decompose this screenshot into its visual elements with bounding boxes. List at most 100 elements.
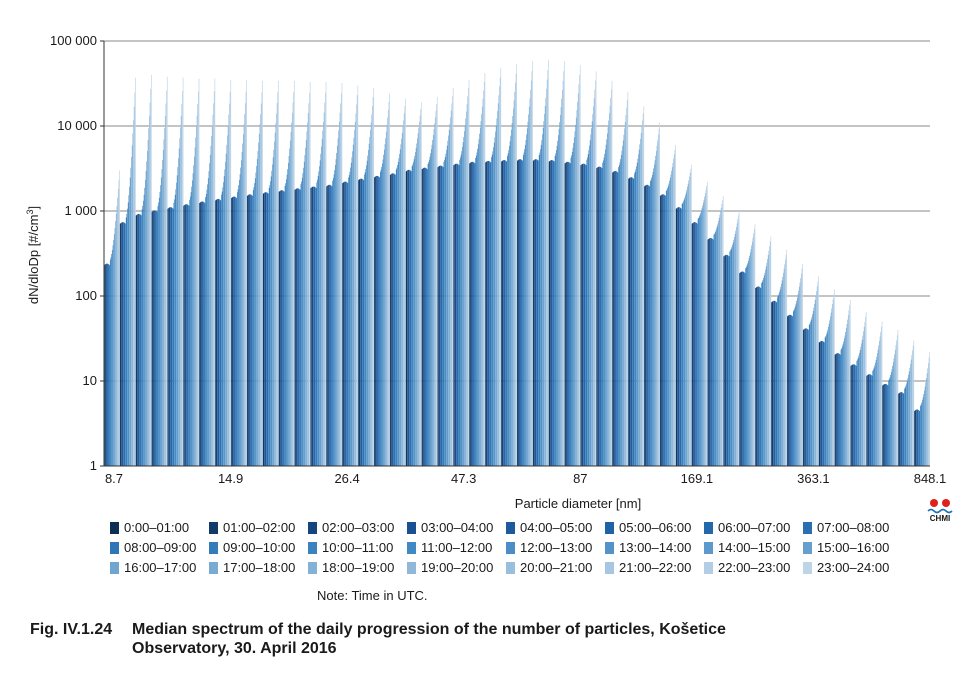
bar	[105, 263, 107, 466]
bar	[312, 186, 314, 467]
bar	[522, 160, 523, 466]
bar	[869, 374, 871, 466]
bar	[862, 335, 864, 466]
bar	[657, 140, 658, 466]
bar	[292, 102, 294, 467]
bar	[885, 383, 887, 466]
bar	[286, 179, 287, 466]
size-bin-536.8	[834, 299, 851, 466]
bar	[907, 378, 909, 466]
bar	[727, 255, 729, 466]
bar	[731, 247, 733, 466]
bar	[421, 102, 422, 466]
bar	[389, 93, 390, 467]
bar	[223, 182, 224, 466]
bar	[324, 102, 326, 467]
bar	[462, 142, 464, 466]
bar	[777, 297, 778, 466]
bar	[112, 245, 114, 466]
bar	[448, 135, 449, 466]
legend-item: 19:00–20:00	[407, 559, 506, 576]
bar	[297, 188, 299, 466]
size-bin-47.3	[405, 102, 422, 467]
bar	[452, 87, 454, 467]
bar	[258, 133, 260, 466]
bar	[320, 153, 322, 466]
bar	[618, 165, 620, 466]
bar	[649, 186, 651, 466]
bar	[492, 151, 494, 466]
bar	[432, 134, 434, 466]
bar	[765, 266, 767, 466]
bar	[466, 111, 467, 466]
bar	[352, 144, 354, 467]
bar	[395, 174, 396, 466]
size-bin-286.8	[723, 211, 740, 466]
bar	[129, 177, 131, 466]
bar	[682, 202, 684, 466]
bar	[246, 195, 248, 466]
bar	[894, 349, 896, 466]
bar	[577, 93, 579, 466]
bar	[834, 354, 836, 466]
size-bin-490.8	[818, 289, 835, 466]
bar	[728, 256, 730, 466]
legend-swatch	[407, 541, 416, 554]
bar	[119, 223, 121, 466]
legend-item: 17:00–18:00	[209, 559, 308, 576]
bar	[792, 316, 794, 466]
bar	[758, 286, 760, 466]
bar	[908, 374, 909, 466]
bar	[698, 217, 700, 466]
bar	[233, 196, 235, 466]
bar	[255, 172, 257, 467]
bar	[605, 149, 606, 466]
size-bin-17.8	[231, 79, 247, 467]
bar	[778, 294, 780, 466]
bar	[240, 167, 242, 466]
bar	[197, 91, 199, 466]
bar	[261, 92, 263, 467]
bar	[699, 214, 701, 466]
bar	[804, 328, 805, 466]
bar	[276, 103, 278, 466]
y-axis-title: dN/dloDp [#/cm3]	[25, 206, 41, 304]
legend-item: 01:00–02:00	[209, 519, 308, 536]
bar	[642, 113, 644, 466]
bar	[881, 321, 883, 466]
bar	[656, 145, 658, 467]
bar	[634, 171, 636, 466]
bar	[229, 103, 230, 466]
size-bin-343	[755, 236, 772, 466]
bar	[718, 220, 719, 466]
bar	[906, 380, 908, 466]
bar	[697, 223, 698, 466]
bar	[552, 160, 554, 466]
bar	[790, 314, 792, 466]
bar	[746, 266, 747, 466]
bar	[157, 205, 159, 466]
legend-swatch	[506, 541, 515, 554]
bar	[558, 128, 560, 466]
bar	[626, 107, 627, 466]
bar	[877, 349, 879, 466]
bar	[470, 162, 472, 467]
bar	[838, 353, 840, 466]
bar	[716, 228, 717, 466]
bar	[849, 305, 850, 466]
bar	[775, 301, 776, 466]
bar	[116, 205, 118, 466]
bar	[645, 185, 647, 466]
bar	[256, 166, 257, 466]
bar	[836, 353, 838, 466]
bar	[342, 183, 343, 466]
bar	[241, 160, 242, 466]
x-tick-label: 363.1	[797, 471, 830, 486]
bar	[315, 188, 317, 466]
bar	[338, 130, 339, 466]
bar	[328, 184, 330, 466]
bar	[159, 191, 161, 466]
bar	[438, 166, 440, 466]
bar	[427, 163, 429, 466]
bar	[592, 114, 594, 466]
